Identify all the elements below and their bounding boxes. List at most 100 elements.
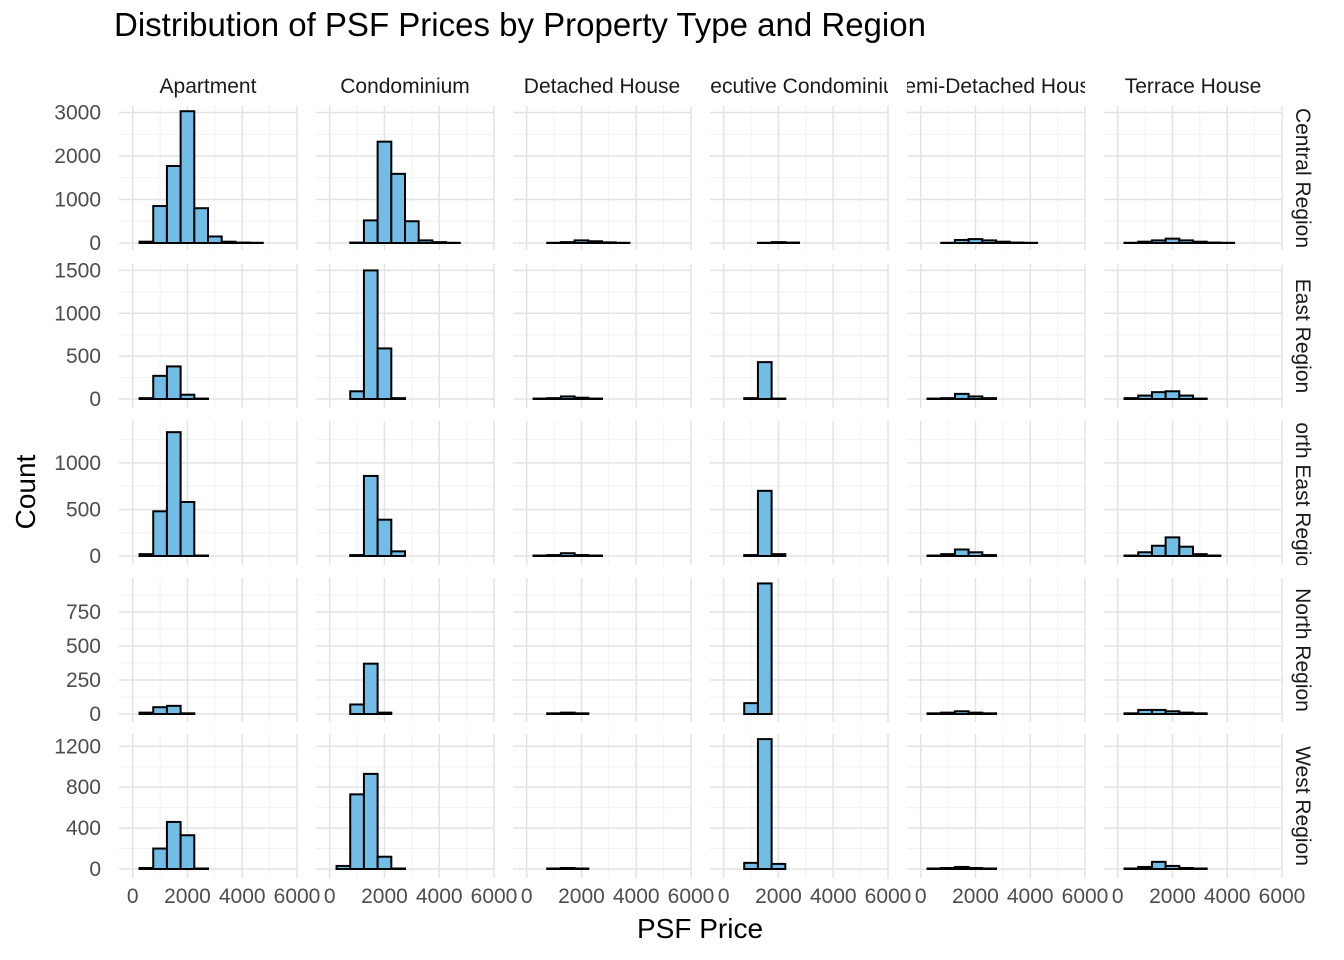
histogram-bar	[349, 390, 365, 400]
histogram-bar	[743, 554, 759, 558]
histogram-bar	[376, 711, 393, 716]
x-tick-label: 0	[1112, 885, 1124, 908]
histogram-bar	[587, 240, 603, 244]
histogram-bar	[179, 393, 196, 401]
facet-panel	[119, 264, 298, 408]
histogram-bar	[1178, 545, 1195, 557]
histogram-bar	[362, 219, 379, 244]
histogram-bar	[981, 397, 997, 400]
y-tick-label: 0	[89, 858, 101, 881]
x-axis-title: PSF Price	[636, 913, 764, 944]
histogram-bar	[953, 392, 970, 401]
histogram-bar	[376, 855, 393, 871]
histogram-bar	[207, 235, 223, 245]
column-strip-label: Apartment	[160, 75, 257, 98]
histogram-bar	[417, 239, 434, 244]
histogram-bar	[573, 712, 590, 716]
x-tick-label: 6000	[274, 885, 321, 908]
histogram-bar	[1192, 240, 1208, 244]
facet-panel	[907, 734, 1086, 878]
histogram-bar	[601, 241, 617, 245]
histogram-bar	[981, 239, 997, 244]
histogram-bar	[1150, 708, 1167, 715]
histogram-bar	[559, 395, 576, 400]
histogram-bar	[349, 793, 365, 870]
y-tick-label: 0	[89, 703, 101, 726]
facet-panel	[513, 734, 692, 878]
histogram-bar	[1164, 864, 1181, 871]
histogram-bar	[152, 706, 168, 716]
facet-panel	[119, 421, 298, 565]
facet-panel	[1104, 578, 1283, 722]
histogram-bar	[981, 712, 997, 716]
column-strip-label: Detached House	[524, 75, 680, 98]
facet-panel	[1104, 106, 1283, 250]
histogram-bar	[179, 712, 196, 716]
histogram-bar	[152, 205, 168, 245]
row-strip-group: East Region	[1291, 279, 1314, 393]
facet-panel	[710, 421, 889, 565]
histogram-bar	[138, 866, 155, 871]
x-tick-label: 4000	[1007, 885, 1054, 908]
facet-panel	[1104, 421, 1283, 565]
histogram-bar	[953, 238, 970, 244]
facet-panel	[316, 734, 495, 878]
histogram-bar	[362, 474, 379, 557]
histogram-bar	[940, 711, 956, 716]
histogram-bar	[756, 361, 773, 400]
histogram-bar	[362, 662, 379, 715]
facet-panel	[513, 264, 692, 408]
histogram-bar	[376, 140, 393, 245]
x-tick-label: 4000	[810, 885, 857, 908]
histogram-bar	[1137, 865, 1153, 870]
x-tick-label: 0	[127, 885, 139, 908]
histogram-bar	[981, 554, 997, 558]
histogram-bar	[770, 862, 787, 870]
facet-panel	[907, 264, 1086, 408]
chart-title: Distribution of PSF Prices by Property T…	[114, 6, 926, 43]
x-tick-label: 2000	[755, 885, 802, 908]
column-strip-label: Executive Condominium	[686, 75, 912, 98]
x-tick-label: 2000	[361, 885, 408, 908]
histogram-bar	[743, 397, 759, 400]
y-tick-label: 1000	[54, 189, 101, 212]
y-tick-label: 1000	[54, 302, 101, 325]
histogram-bar	[573, 239, 590, 244]
facet-panel	[119, 734, 298, 878]
histogram-bar	[179, 834, 196, 870]
facet-panel	[316, 264, 495, 408]
histogram-bar	[165, 165, 182, 244]
facet-panel	[710, 264, 889, 408]
histogram-bar	[362, 269, 379, 400]
histogram-bar	[953, 548, 970, 558]
row-strip-group: West Region	[1291, 746, 1314, 866]
column-strip-label: Semi-Detached House	[890, 75, 1101, 98]
histogram-bar	[940, 553, 956, 558]
y-tick-label: 2000	[54, 145, 101, 168]
histogram-bar	[981, 867, 997, 871]
histogram-bar	[1164, 237, 1181, 244]
facet-panel	[710, 734, 889, 878]
histogram-bar	[349, 703, 365, 715]
histogram-bar	[953, 865, 970, 870]
histogram-bar	[1164, 710, 1181, 716]
histogram-bar	[967, 866, 984, 871]
histogram-bar	[220, 240, 237, 244]
x-tick-label: 0	[324, 885, 336, 908]
facet-panel	[1104, 734, 1283, 878]
column-strip-label: Terrace House	[1125, 75, 1262, 98]
histogram-bar	[1178, 239, 1195, 244]
histogram-bar	[390, 172, 406, 245]
histogram-bar	[953, 710, 970, 716]
histogram-bar	[770, 241, 787, 244]
histogram-bar	[376, 347, 393, 400]
y-tick-label: 400	[66, 817, 101, 840]
histogram-bar	[1164, 536, 1181, 558]
histogram-bar	[1150, 860, 1167, 870]
histogram-bar	[770, 553, 787, 558]
histogram-bar	[1137, 551, 1153, 558]
x-tick-label: 6000	[865, 885, 912, 908]
histogram-bar	[376, 518, 393, 557]
histogram-bar	[1150, 239, 1167, 244]
